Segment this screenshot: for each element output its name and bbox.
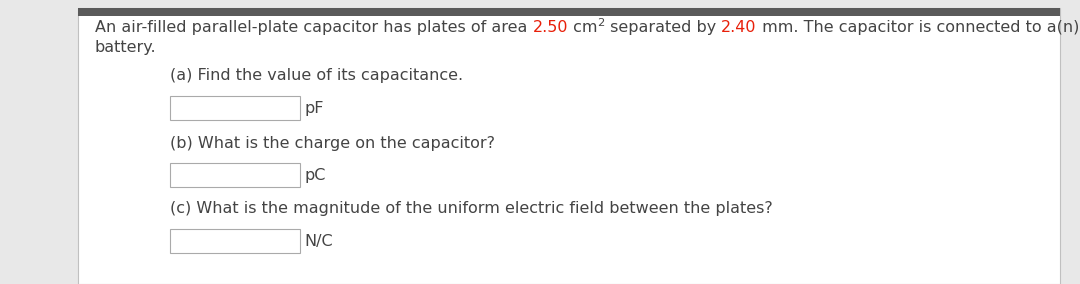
Text: 2: 2 [597, 18, 605, 28]
Bar [170, 229, 300, 253]
Bar [170, 96, 300, 120]
Bar [170, 163, 300, 187]
Text: An air-filled parallel-plate capacitor has plates of area: An air-filled parallel-plate capacitor h… [95, 20, 532, 35]
Bar [78, 8, 1059, 16]
Text: (c) What is the magnitude of the uniform electric field between the plates?: (c) What is the magnitude of the uniform… [170, 201, 773, 216]
Text: separated by: separated by [605, 20, 721, 35]
Text: pF: pF [303, 101, 324, 116]
Text: pC: pC [303, 168, 325, 183]
Text: cm: cm [568, 20, 597, 35]
Text: (b) What is the charge on the capacitor?: (b) What is the charge on the capacitor? [170, 136, 495, 151]
Text: 2.40: 2.40 [721, 20, 757, 35]
Text: battery.: battery. [95, 40, 157, 55]
Text: N/C: N/C [303, 234, 333, 249]
Text: (a) Find the value of its capacitance.: (a) Find the value of its capacitance. [170, 68, 463, 83]
Text: 2.50: 2.50 [532, 20, 568, 35]
Text: mm. The capacitor is connected to a(n): mm. The capacitor is connected to a(n) [757, 20, 1080, 35]
